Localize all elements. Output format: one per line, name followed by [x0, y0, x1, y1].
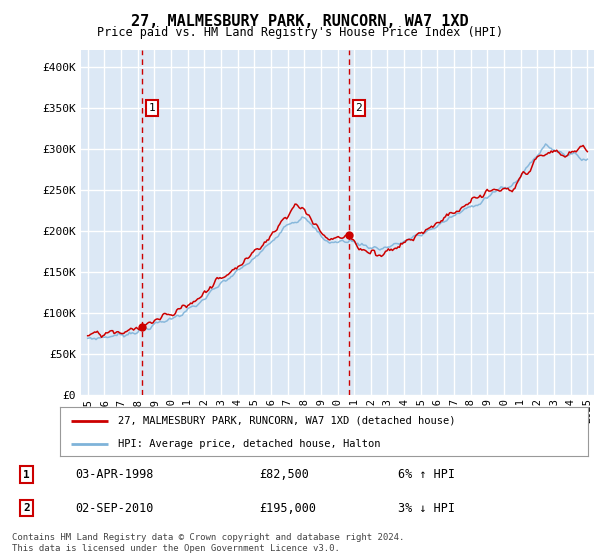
Text: 6% ↑ HPI: 6% ↑ HPI: [398, 468, 455, 481]
Text: 27, MALMESBURY PARK, RUNCORN, WA7 1XD: 27, MALMESBURY PARK, RUNCORN, WA7 1XD: [131, 14, 469, 29]
Text: This data is licensed under the Open Government Licence v3.0.: This data is licensed under the Open Gov…: [12, 544, 340, 553]
Text: £82,500: £82,500: [260, 468, 310, 481]
Text: 27, MALMESBURY PARK, RUNCORN, WA7 1XD (detached house): 27, MALMESBURY PARK, RUNCORN, WA7 1XD (d…: [118, 416, 455, 426]
Text: Contains HM Land Registry data © Crown copyright and database right 2024.: Contains HM Land Registry data © Crown c…: [12, 533, 404, 542]
Text: 2: 2: [23, 503, 30, 513]
Text: 1: 1: [23, 470, 30, 479]
Text: 1: 1: [148, 103, 155, 113]
Text: 02-SEP-2010: 02-SEP-2010: [76, 502, 154, 515]
Text: HPI: Average price, detached house, Halton: HPI: Average price, detached house, Halt…: [118, 439, 380, 449]
Text: Price paid vs. HM Land Registry's House Price Index (HPI): Price paid vs. HM Land Registry's House …: [97, 26, 503, 39]
Text: £195,000: £195,000: [260, 502, 317, 515]
Text: 2: 2: [355, 103, 362, 113]
Text: 03-APR-1998: 03-APR-1998: [76, 468, 154, 481]
Text: 3% ↓ HPI: 3% ↓ HPI: [398, 502, 455, 515]
